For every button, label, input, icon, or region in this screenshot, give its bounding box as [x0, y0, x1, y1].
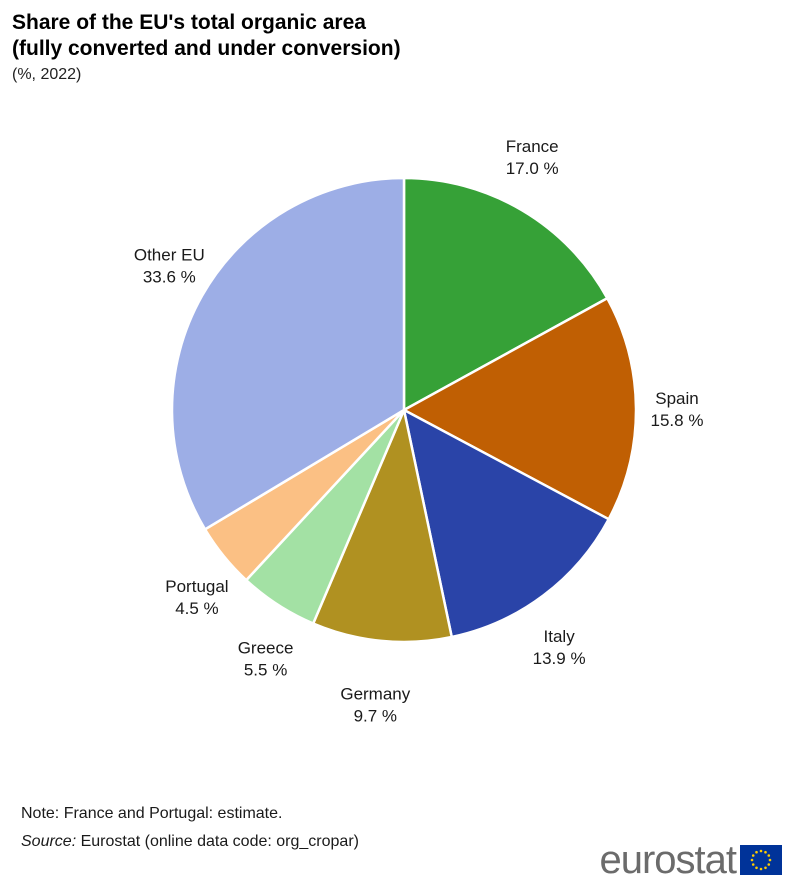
flag-star	[767, 863, 771, 866]
pie-slice-other-eu	[170, 176, 406, 531]
chart-source: Source: Eurostat (online data code: org_…	[21, 833, 359, 851]
logo-text: eurostat	[599, 838, 737, 882]
flag-star	[767, 854, 771, 857]
flag-star	[755, 866, 758, 870]
slice-label-greece: Greece	[238, 639, 294, 658]
slice-value-italy: 13.9 %	[533, 649, 586, 668]
pie-slice-spain	[402, 296, 638, 521]
flag-star	[755, 850, 758, 854]
flag-star	[764, 866, 767, 870]
slice-label-france: France	[506, 137, 559, 156]
slice-label-other-eu: Other EU	[134, 246, 205, 265]
chart-title-line2: (fully converted and under conversion)	[12, 37, 401, 60]
source-text: Eurostat (online data code: org_cropar)	[76, 833, 359, 850]
pie-slice-france	[402, 176, 609, 412]
slice-label-italy: Italy	[544, 627, 576, 646]
slice-value-other-eu: 33.6 %	[143, 268, 196, 287]
flag-star	[759, 849, 763, 853]
eu-flag-icon	[740, 845, 782, 875]
slice-label-portugal: Portugal	[165, 577, 228, 596]
pie-chart: France 17.0 % Spain 15.8 % Italy 13.9 % German…	[134, 137, 704, 726]
pie-slice-italy	[402, 408, 610, 639]
chart-title: Share of the EU's total organic area (fu…	[12, 10, 712, 62]
source-label: Source:	[21, 833, 77, 850]
flag-star	[750, 858, 754, 862]
slice-value-germany: 9.7 %	[354, 707, 397, 726]
slice-value-portugal: 4.5 %	[175, 599, 218, 618]
chart-note: Note: France and Portugal: estimate.	[21, 805, 283, 822]
pie-slice-germany	[311, 408, 454, 644]
flag-star	[751, 863, 755, 866]
slice-label-spain: Spain	[655, 389, 698, 408]
slice-value-spain: 15.8 %	[651, 411, 704, 430]
flag-star	[764, 850, 767, 854]
flag-star	[768, 858, 772, 862]
chart-subtitle: (%, 2022)	[12, 66, 82, 83]
eurostat-logo: eurostat	[599, 838, 782, 882]
slice-value-france: 17.0 %	[506, 159, 559, 178]
slice-label-germany: Germany	[340, 685, 410, 704]
flag-star	[759, 867, 763, 871]
flag-star	[751, 854, 755, 857]
slice-value-greece: 5.5 %	[244, 661, 287, 680]
chart-title-line1: Share of the EU's total organic area	[12, 11, 366, 34]
